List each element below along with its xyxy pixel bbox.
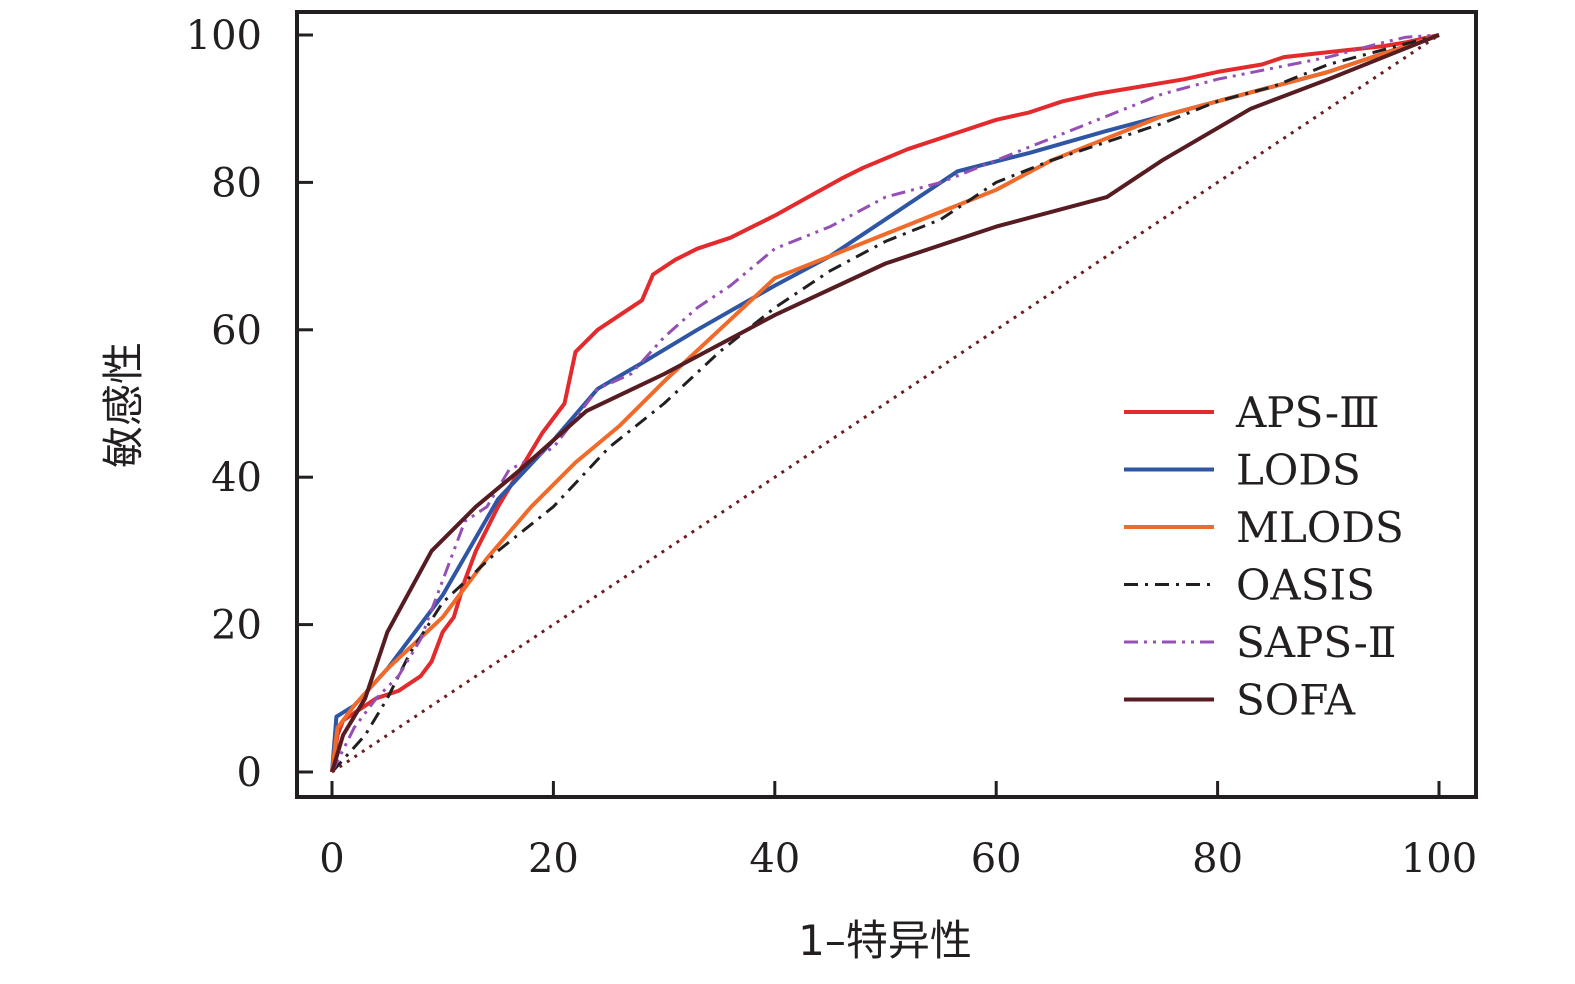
x-tick-label: 0 bbox=[319, 836, 344, 882]
legend-label: SOFA bbox=[1236, 676, 1356, 725]
legend: APS-Ⅲ LODS MLODS OASIS SAPS-Ⅱ SOFA bbox=[1124, 388, 1404, 725]
y-tick-label: 80 bbox=[211, 160, 262, 206]
legend-label: MLODS bbox=[1236, 503, 1404, 552]
y-tick-label: 0 bbox=[237, 750, 262, 796]
legend-label: LODS bbox=[1236, 446, 1361, 495]
y-tick-label: 40 bbox=[211, 455, 262, 501]
legend-label: SAPS-Ⅱ bbox=[1236, 618, 1396, 667]
axis-ticks bbox=[297, 33, 1441, 797]
x-tick-label: 40 bbox=[749, 836, 800, 882]
y-tick-label: 60 bbox=[211, 308, 262, 354]
y-tick-label: 100 bbox=[186, 13, 262, 59]
y-tick-label: 20 bbox=[211, 603, 262, 649]
x-axis-title: 1–特异性 bbox=[798, 916, 972, 965]
x-tick-label: 20 bbox=[528, 836, 579, 882]
x-tick-label: 100 bbox=[1401, 836, 1477, 882]
series-line-mlods bbox=[330, 33, 1440, 773]
legend-label: OASIS bbox=[1236, 561, 1375, 610]
legend-label: APS-Ⅲ bbox=[1235, 388, 1380, 437]
plot-frame bbox=[295, 10, 1478, 799]
axis-tick-labels: 0 20 40 60 80 100 0 20 40 60 80 100 bbox=[186, 13, 1478, 882]
series-line-saps bbox=[330, 33, 1440, 773]
series-line-sofa bbox=[330, 33, 1440, 773]
y-axis-title: 敏感性 bbox=[99, 342, 148, 468]
x-tick-label: 60 bbox=[971, 836, 1022, 882]
x-tick-label: 80 bbox=[1192, 836, 1243, 882]
series-line-reference-diagonal bbox=[331, 33, 1440, 774]
series-line-aps bbox=[330, 33, 1440, 773]
plot-lines bbox=[330, 33, 1440, 774]
